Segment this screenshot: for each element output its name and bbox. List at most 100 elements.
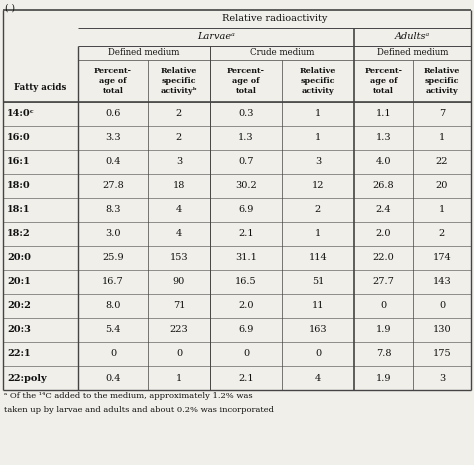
Text: 30.2: 30.2 [235,181,257,191]
Text: Percent-
age of
total: Percent- age of total [365,67,402,95]
Text: 26.8: 26.8 [373,181,394,191]
Text: 1.3: 1.3 [376,133,392,142]
Text: 143: 143 [433,278,451,286]
Text: 11: 11 [312,301,324,311]
Text: 22.0: 22.0 [373,253,394,263]
Text: ( ): ( ) [5,4,15,13]
Text: 1: 1 [315,133,321,142]
Text: 1.3: 1.3 [238,133,254,142]
Text: 0.3: 0.3 [238,109,254,119]
Text: 174: 174 [433,253,451,263]
Text: 2.0: 2.0 [238,301,254,311]
Text: 5.4: 5.4 [105,326,121,334]
Text: 0.4: 0.4 [105,158,121,166]
Text: 27.7: 27.7 [373,278,394,286]
Text: 1: 1 [315,109,321,119]
Text: 0.7: 0.7 [238,158,254,166]
Text: 8.0: 8.0 [105,301,121,311]
Text: 1: 1 [315,230,321,239]
Text: 20:3: 20:3 [7,326,31,334]
Text: 3.3: 3.3 [105,133,121,142]
Text: 0: 0 [315,350,321,359]
Text: 163: 163 [309,326,328,334]
Text: 2.0: 2.0 [376,230,391,239]
Text: 16:1: 16:1 [7,158,30,166]
Text: Larvaeᵃ: Larvaeᵃ [197,33,235,41]
Text: 0.6: 0.6 [105,109,121,119]
Text: 7.8: 7.8 [376,350,391,359]
Text: Defined medium: Defined medium [377,48,448,58]
Text: 18:1: 18:1 [7,206,30,214]
Text: 31.1: 31.1 [235,253,257,263]
Text: 22:1: 22:1 [7,350,31,359]
Text: 22: 22 [436,158,448,166]
Text: 4.0: 4.0 [376,158,391,166]
Text: 18:0: 18:0 [7,181,31,191]
Text: 71: 71 [173,301,185,311]
Text: 27.8: 27.8 [102,181,124,191]
Text: 51: 51 [312,278,324,286]
Text: 12: 12 [312,181,324,191]
Text: 223: 223 [170,326,188,334]
Text: 20:0: 20:0 [7,253,31,263]
Text: 2: 2 [176,133,182,142]
Text: 4: 4 [176,230,182,239]
Text: 0: 0 [110,350,116,359]
Text: 175: 175 [433,350,451,359]
Text: 20: 20 [436,181,448,191]
Text: 4: 4 [315,373,321,383]
Text: 2: 2 [176,109,182,119]
Text: 7: 7 [439,109,445,119]
Text: 2.1: 2.1 [238,373,254,383]
Text: Percent-
age of
total: Percent- age of total [227,67,265,95]
Text: 2: 2 [315,206,321,214]
Text: 6.9: 6.9 [238,326,254,334]
Text: 3: 3 [439,373,445,383]
Text: 3.0: 3.0 [105,230,121,239]
Text: Fatty acids: Fatty acids [14,82,67,92]
Text: 2: 2 [439,230,445,239]
Text: 153: 153 [170,253,188,263]
Text: 8.3: 8.3 [105,206,121,214]
Text: 3: 3 [176,158,182,166]
Text: 0: 0 [243,350,249,359]
Text: Relative
specific
activityᵇ: Relative specific activityᵇ [161,67,197,95]
Text: Relative
specific
activity: Relative specific activity [424,67,460,95]
Text: Percent-
age of
total: Percent- age of total [94,67,132,95]
Text: ᵃ Of the ¹⁴C added to the medium, approximately 1.2% was: ᵃ Of the ¹⁴C added to the medium, approx… [4,392,253,400]
Text: 0: 0 [439,301,445,311]
Text: 20:2: 20:2 [7,301,31,311]
Text: 3: 3 [315,158,321,166]
Text: Adultsᵃ: Adultsᵃ [395,33,430,41]
Text: 25.9: 25.9 [102,253,124,263]
Text: 1: 1 [176,373,182,383]
Text: 16:0: 16:0 [7,133,31,142]
Text: 0: 0 [381,301,387,311]
Text: 1.9: 1.9 [376,326,391,334]
Text: 18: 18 [173,181,185,191]
Text: Relative radioactivity: Relative radioactivity [222,14,327,24]
Text: 114: 114 [309,253,328,263]
Text: Relative
specific
activity: Relative specific activity [300,67,336,95]
Text: 16.7: 16.7 [102,278,124,286]
Text: Crude medium: Crude medium [250,48,314,58]
Text: 14:0ᶜ: 14:0ᶜ [7,109,35,119]
Text: 1.1: 1.1 [376,109,392,119]
Text: 22:poly: 22:poly [7,373,46,383]
Text: 0: 0 [176,350,182,359]
Text: 2.4: 2.4 [376,206,392,214]
Text: 16.5: 16.5 [235,278,257,286]
Text: 6.9: 6.9 [238,206,254,214]
Text: 18:2: 18:2 [7,230,31,239]
Text: 1: 1 [439,206,445,214]
Text: 4: 4 [176,206,182,214]
Text: 0.4: 0.4 [105,373,121,383]
Text: 90: 90 [173,278,185,286]
Text: 1.9: 1.9 [376,373,391,383]
Text: 2.1: 2.1 [238,230,254,239]
Text: taken up by larvae and adults and about 0.2% was incorporated: taken up by larvae and adults and about … [4,406,274,414]
Text: 20:1: 20:1 [7,278,31,286]
Text: 130: 130 [433,326,451,334]
Text: Defined medium: Defined medium [109,48,180,58]
Text: 1: 1 [439,133,445,142]
